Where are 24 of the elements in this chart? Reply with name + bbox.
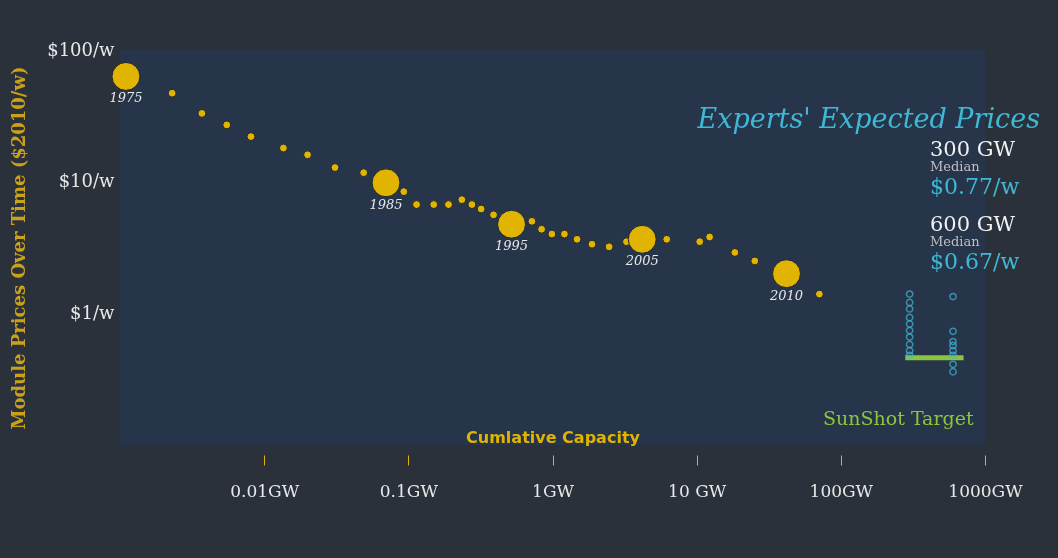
x-tick-label: 1GW xyxy=(532,480,575,501)
annotation: 600 GW xyxy=(930,212,1016,236)
annotation: 1995 xyxy=(495,238,529,254)
y-tick-label: $1/w xyxy=(70,301,116,323)
x-axis-title: Cumlative Capacity xyxy=(466,427,641,447)
text: SunShot Target xyxy=(823,406,974,429)
annotation: $0.67/w xyxy=(930,249,1020,274)
x-tick-label: 1000GW xyxy=(948,480,1024,501)
x-tick-label: 100GW xyxy=(809,480,874,501)
annotation: 2010 xyxy=(768,287,804,303)
annotation: 1975 xyxy=(109,90,143,106)
annotation: Median xyxy=(930,234,981,249)
y-tick-label: $10/w xyxy=(58,170,116,192)
annotation: 1985 xyxy=(369,196,403,212)
x-tick-label: 0.01GW xyxy=(230,480,300,501)
annotation: 2005 xyxy=(624,253,659,269)
annotation: 300 GW xyxy=(930,137,1016,161)
annotation: $0.77/w xyxy=(930,174,1020,199)
annotation: Median xyxy=(930,159,981,174)
text: Experts' Expected Prices xyxy=(696,103,1040,134)
x-tick-label: 0.1GW xyxy=(379,480,439,501)
y-axis-title: Module Prices Over Time ($2010/w) xyxy=(8,66,30,430)
x-tick-label: 10 GW xyxy=(668,480,727,501)
y-tick-label: $100/w xyxy=(47,38,116,60)
